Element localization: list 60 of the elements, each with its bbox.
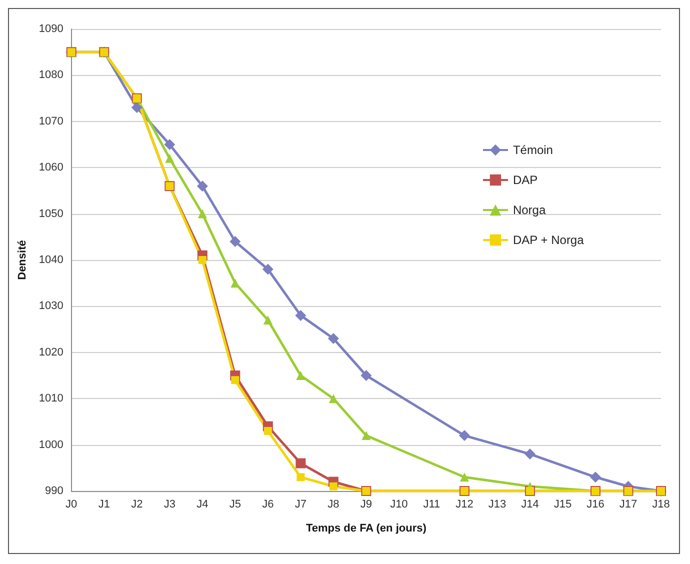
x-tick-label: J11 — [423, 498, 440, 510]
point — [329, 482, 338, 490]
x-tick-label: J15 — [554, 498, 572, 510]
point — [262, 264, 274, 275]
point — [362, 431, 371, 440]
legend-label: Témoin — [512, 143, 553, 157]
point — [460, 472, 469, 482]
x-tick-label: J12 — [456, 498, 474, 510]
x-tick-label: J8 — [328, 498, 340, 510]
x-tick-label: J13 — [488, 498, 506, 510]
point — [296, 458, 306, 468]
y-tick-label: 1080 — [38, 69, 64, 82]
x-tick-label: J16 — [586, 498, 604, 510]
point — [328, 333, 339, 344]
point — [360, 370, 372, 381]
legend-label: DAP — [512, 173, 538, 187]
point — [231, 376, 240, 384]
y-tick-label: 1090 — [38, 23, 64, 35]
y-axis-title: Densité — [16, 240, 28, 280]
y-tick-label: 1010 — [38, 392, 64, 405]
x-tick-label: J18 — [652, 498, 670, 510]
x-tick-label: J7 — [294, 498, 306, 510]
point — [230, 236, 241, 248]
x-axis-title: Temps de FA (en jours) — [306, 522, 427, 534]
y-tick-label: 1030 — [38, 300, 64, 312]
point — [165, 154, 174, 163]
y-tick-label: 1050 — [38, 208, 64, 220]
y-tick-label: 1060 — [38, 162, 64, 174]
point — [196, 180, 208, 192]
point — [590, 472, 601, 483]
x-tick-label: J14 — [521, 498, 539, 510]
x-tick-label: J1 — [98, 498, 110, 510]
y-tick-label: 1020 — [38, 346, 64, 358]
x-tick-label: J10 — [390, 498, 408, 510]
point — [295, 310, 306, 321]
x-tick-label: J6 — [262, 498, 274, 510]
point — [524, 448, 536, 460]
y-tick-label: 1070 — [38, 115, 64, 128]
point — [198, 256, 206, 264]
y-tick-label: 1000 — [38, 438, 64, 451]
x-tick-label: J9 — [360, 498, 372, 510]
x-tick-label: J5 — [229, 498, 241, 510]
x-tick-label: J0 — [66, 498, 78, 510]
y-tick-label: 1040 — [38, 254, 64, 266]
x-tick-label: J2 — [131, 498, 143, 510]
point — [296, 371, 306, 380]
x-tick-label: J3 — [164, 498, 176, 510]
y-tick-label: 990 — [45, 485, 64, 497]
x-tick-label: J4 — [196, 498, 208, 510]
point — [328, 394, 338, 404]
point — [264, 426, 272, 435]
point — [198, 209, 207, 218]
legend-label: Norga — [512, 203, 546, 217]
point — [131, 102, 142, 114]
point — [296, 473, 305, 482]
x-tick-label: J17 — [619, 498, 638, 510]
legend-label: DAP + Norga — [512, 233, 584, 247]
point — [263, 316, 272, 325]
point — [164, 139, 176, 150]
point — [458, 430, 470, 442]
